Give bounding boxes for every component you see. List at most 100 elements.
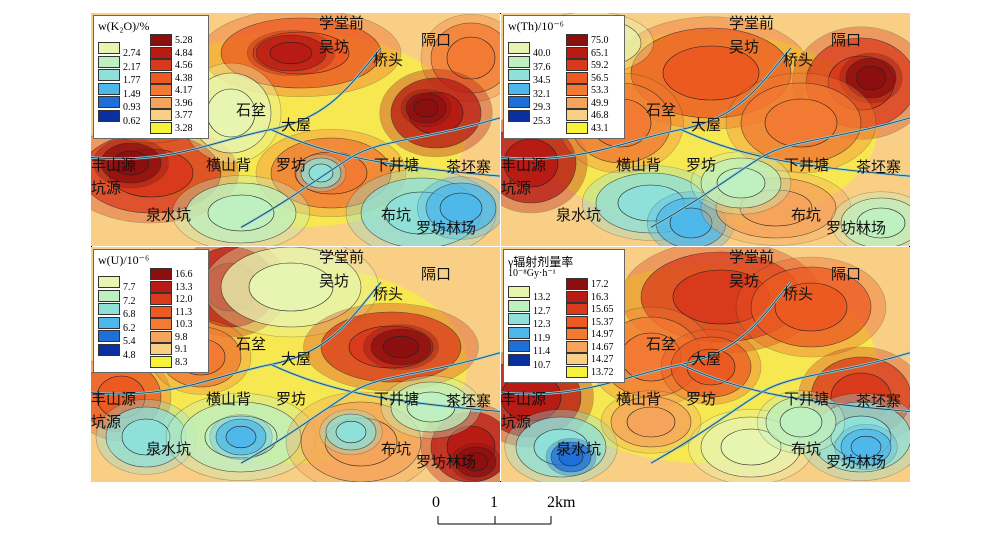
legend-value: 11.9 <box>533 332 551 344</box>
legend-swatch <box>98 276 120 288</box>
legend-swatch <box>150 280 172 293</box>
road-line <box>501 281 792 395</box>
legend-unit: 10⁻⁸Gy·h⁻¹ <box>508 268 556 279</box>
scale-bar: 0 1 2km <box>430 494 575 534</box>
legend-swatch <box>98 303 120 315</box>
contour-blob <box>463 452 489 472</box>
legend-swatch <box>566 71 588 84</box>
legend-swatch <box>150 84 172 96</box>
legend-swatch <box>566 290 588 303</box>
legend-value: 15.37 <box>591 316 614 328</box>
legend-value: 4.17 <box>175 85 193 96</box>
contour-blob <box>850 435 882 459</box>
place-label: 茶坯寨 <box>856 158 902 176</box>
legend-swatch <box>150 355 172 368</box>
contour-blob <box>121 418 171 456</box>
legend-value: 1.77 <box>123 75 141 86</box>
legend-value: 4.8 <box>123 349 136 361</box>
place-label: 茶坯寨 <box>446 392 492 410</box>
legend-value: 3.28 <box>175 122 193 134</box>
legend-swatch <box>98 316 120 329</box>
legend-swatch <box>566 353 588 365</box>
place-label: 丰山源 <box>501 390 547 408</box>
legend-value: 5.28 <box>175 35 193 46</box>
place-label: 坑源 <box>501 413 532 431</box>
place-label: 学堂前 <box>729 248 775 266</box>
place-label: 吴坊 <box>729 38 760 56</box>
legend-swatch <box>508 353 530 366</box>
legend-swatch <box>566 328 588 340</box>
legend-title: γ辐射剂量率 <box>508 255 574 269</box>
map-panel-1: 学堂前 吴坊 隔口 桥头 石坌 大屋 丰山源 横山背 罗坊 下井塘 茶坯寨 坑源 泉水坑 布坑 罗坊林场 w(… <box>91 13 500 246</box>
legend-value: 15.65 <box>591 304 614 315</box>
legend-value: 7.7 <box>123 282 136 293</box>
legend-value: 13.72 <box>591 366 614 378</box>
legend-value: 6.8 <box>123 309 136 320</box>
place-label: 泉水坑 <box>556 440 602 458</box>
legend-swatch <box>566 278 588 290</box>
legend-swatch <box>98 96 120 108</box>
place-label: 坑源 <box>91 413 122 431</box>
place-label: 罗坊 <box>276 390 307 408</box>
scale-tick-2: 2km <box>547 494 576 511</box>
place-label: 石坌 <box>236 101 267 119</box>
place-label: 吴坊 <box>729 272 760 290</box>
legend-swatch <box>150 305 172 318</box>
legend-value: 2.17 <box>123 61 141 73</box>
legend-swatch <box>150 109 172 121</box>
place-label: 下井塘 <box>784 156 830 174</box>
place-label: 隔口 <box>421 265 452 283</box>
legend-value: 29.3 <box>533 102 551 113</box>
contour-blob <box>662 45 760 101</box>
legend-value: 9.1 <box>175 344 188 355</box>
place-label: 丰山源 <box>91 390 137 408</box>
contour-blob <box>413 98 439 118</box>
legend-value: 40.0 <box>533 48 551 59</box>
legend-value: 32.1 <box>533 88 551 100</box>
place-label: 泉水坑 <box>556 206 602 224</box>
map-panel-3: 学堂前 吴坊 隔口 桥头 石坌 大屋 丰山源 横山背 罗坊 下井塘 茶坯寨 坑源 泉水坑 布坑 罗坊林场 w(… <box>91 247 500 482</box>
legend-value: 0.93 <box>123 102 141 113</box>
legend-swatch <box>150 96 172 109</box>
legend-swatch <box>508 340 530 352</box>
contour-blob <box>335 420 367 444</box>
place-label: 茶坯寨 <box>856 392 902 410</box>
legend-value: 34.5 <box>533 75 551 86</box>
contour-blob <box>382 335 420 359</box>
place-label: 布坑 <box>791 206 822 224</box>
legend-swatch <box>508 96 530 108</box>
contour-blob <box>855 65 887 91</box>
place-label: 石坌 <box>646 101 677 119</box>
road-line <box>240 117 500 228</box>
contour-blob <box>764 98 838 148</box>
scale-line <box>437 516 552 525</box>
legend-value: 17.2 <box>591 279 609 290</box>
place-label: 罗坊林场 <box>416 453 477 471</box>
place-label: 学堂前 <box>319 14 365 32</box>
legend-value: 4.56 <box>175 60 193 71</box>
legend-value: 11.3 <box>175 306 193 318</box>
contour-blob <box>626 406 676 438</box>
legend-value: 46.8 <box>591 110 609 121</box>
legend-value: 3.96 <box>175 97 193 109</box>
place-label: 坑源 <box>501 179 532 197</box>
legend-swatch <box>566 303 588 315</box>
road-line <box>680 129 910 177</box>
legend: w(U)/10⁻⁶ 7.7 7.2 6.8 6.2 5.4 4.8 16.6 13.3 12.0 1… <box>93 249 209 373</box>
map-panel-2: 学堂前 吴坊 隔口 桥头 石坌 大屋 丰山源 横山背 罗坊 下井塘 茶坯寨 坑源 泉水坑 布坑 罗坊林场 w(… <box>501 13 910 246</box>
legend-value: 14.27 <box>591 354 614 365</box>
legend-value: 43.1 <box>591 122 609 134</box>
place-label: 大屋 <box>691 116 722 134</box>
legend-swatch <box>566 109 588 121</box>
contour-blob <box>774 282 848 332</box>
legend-swatch <box>566 365 588 378</box>
place-label: 罗坊 <box>686 390 717 408</box>
place-label: 丰山源 <box>501 156 547 174</box>
place-label: 罗坊林场 <box>826 453 887 471</box>
road-line <box>650 352 910 464</box>
road-line <box>501 47 792 160</box>
place-label: 桥头 <box>783 285 814 303</box>
place-label: 布坑 <box>791 440 822 458</box>
road-line <box>240 352 500 464</box>
legend-swatch <box>566 96 588 109</box>
